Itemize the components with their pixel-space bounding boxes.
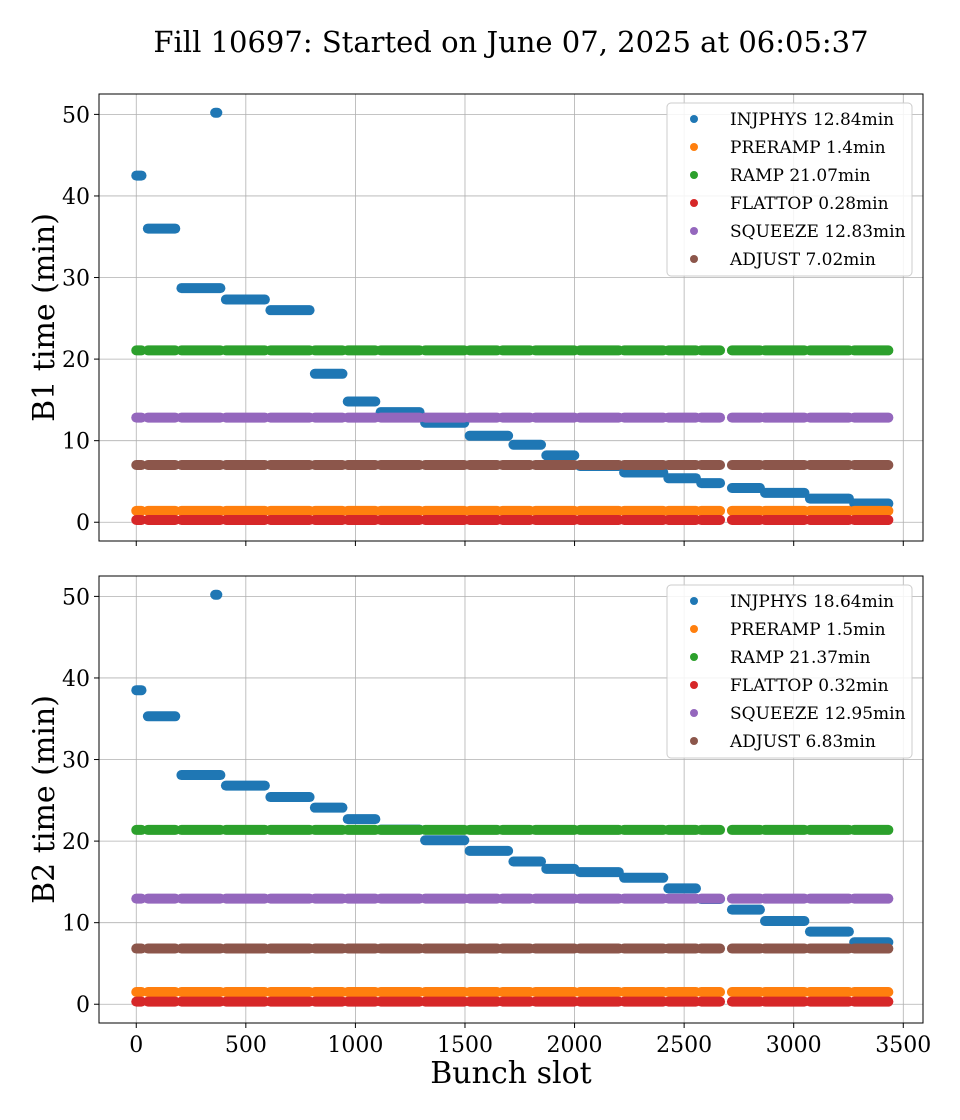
b2-panel: 0 500 1000 1500 2000 2500 3000 3500 0 10 20 30 40 50 B… bbox=[27, 575, 931, 1058]
y-axis-label: B1 time (min) bbox=[27, 213, 62, 422]
y-tick-label: 10 bbox=[62, 912, 90, 937]
y-tick-label: 20 bbox=[62, 348, 90, 373]
y-tick-label: 20 bbox=[62, 830, 90, 855]
figure-title: Fill 10697: Started on June 07, 2025 at … bbox=[153, 25, 868, 59]
plot-area bbox=[131, 589, 894, 1007]
legend-box bbox=[666, 584, 913, 759]
legend-label-preramp: PRERAMP 1.5min bbox=[730, 620, 886, 640]
y-tick-label: 0 bbox=[76, 993, 90, 1018]
legend-label-squeeze: SQUEEZE 12.83min bbox=[730, 222, 906, 242]
y-tick-label: 10 bbox=[62, 430, 90, 455]
legend-marker-adjust bbox=[690, 737, 698, 745]
legend-marker-injphys bbox=[690, 115, 698, 123]
legend-marker-squeeze bbox=[690, 709, 698, 717]
legend-label-adjust: ADJUST 7.02min bbox=[729, 250, 876, 270]
x-tick-label: 0 bbox=[129, 1033, 143, 1058]
y-tick-label: 50 bbox=[62, 103, 90, 128]
legend-label-flattop: FLATTOP 0.28min bbox=[730, 194, 889, 214]
y-axis-label: B2 time (min) bbox=[27, 695, 62, 904]
legend-label-flattop: FLATTOP 0.32min bbox=[730, 676, 889, 696]
plot-area bbox=[131, 107, 894, 525]
legend-marker-ramp bbox=[690, 653, 698, 661]
legend-marker-preramp bbox=[690, 625, 698, 633]
legend-marker-squeeze bbox=[690, 227, 698, 235]
x-tick-label: 3000 bbox=[766, 1033, 822, 1058]
legend-label-squeeze: SQUEEZE 12.95min bbox=[730, 704, 906, 724]
y-tick-label: 40 bbox=[62, 185, 90, 210]
legend-marker-ramp bbox=[690, 171, 698, 179]
b1-panel: 0 10 20 30 40 50 B1 time (min) INJPHYS 12.84min… bbox=[27, 93, 924, 546]
legend-label-ramp: RAMP 21.37min bbox=[730, 648, 871, 668]
x-tick-label: 1000 bbox=[327, 1033, 383, 1058]
legend: INJPHYS 18.64min PRERAMP 1.5min RAMP 21.37… bbox=[666, 584, 913, 759]
legend-marker-adjust bbox=[690, 255, 698, 263]
y-tick-label: 40 bbox=[62, 667, 90, 692]
x-tick-label: 1500 bbox=[437, 1033, 493, 1058]
legend-marker-flattop bbox=[690, 199, 698, 207]
axes-frame bbox=[98, 93, 924, 542]
y-tick-label: 30 bbox=[62, 749, 90, 774]
x-tick-label: 3500 bbox=[875, 1033, 931, 1058]
legend-marker-preramp bbox=[690, 143, 698, 151]
legend-marker-flattop bbox=[690, 681, 698, 689]
series-injphys bbox=[131, 107, 894, 509]
legend-label-injphys: INJPHYS 12.84min bbox=[730, 110, 894, 130]
x-axis-label: Bunch slot bbox=[430, 1056, 591, 1091]
x-tick-label: 500 bbox=[225, 1033, 267, 1058]
legend-box bbox=[666, 102, 913, 277]
y-tick-label: 50 bbox=[62, 585, 90, 610]
legend: INJPHYS 12.84min PRERAMP 1.4min RAMP 21.07… bbox=[666, 102, 913, 277]
legend-marker-injphys bbox=[690, 597, 698, 605]
axes-frame bbox=[98, 575, 924, 1024]
legend-label-adjust: ADJUST 6.83min bbox=[729, 732, 876, 752]
legend-label-ramp: RAMP 21.07min bbox=[730, 166, 871, 186]
legend-label-preramp: PRERAMP 1.4min bbox=[730, 138, 886, 158]
legend-label-injphys: INJPHYS 18.64min bbox=[730, 592, 894, 612]
y-tick-label: 0 bbox=[76, 511, 90, 536]
y-tick-label: 30 bbox=[62, 267, 90, 292]
x-tick-label: 2000 bbox=[547, 1033, 603, 1058]
x-tick-label: 2500 bbox=[656, 1033, 712, 1058]
